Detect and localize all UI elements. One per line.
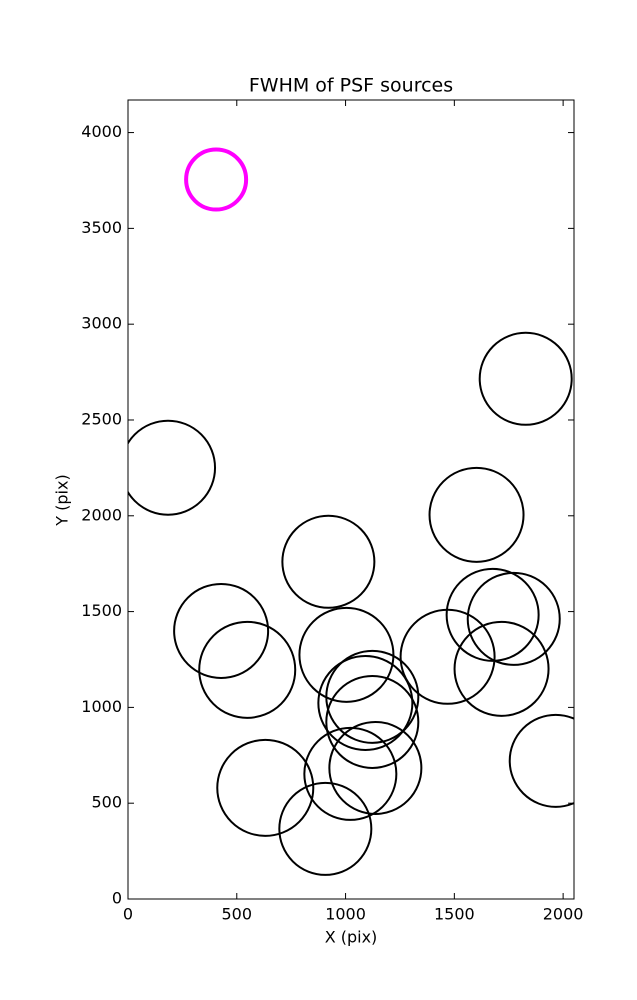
y-tick-label: 1500 [81,601,122,620]
source-circle [325,674,420,769]
axes-frame [127,99,575,900]
y-tick-label: 2500 [81,409,122,428]
y-tick-label: 1000 [81,697,122,716]
source-circle [317,654,414,751]
source-circle [298,606,395,703]
source-circle [281,514,376,609]
source-circle [328,720,423,815]
source-circle [508,713,574,808]
source-circle [278,781,373,876]
y-tick-label: 4000 [81,122,122,141]
y-tick-label: 3000 [81,314,122,333]
y-tick-label: 3500 [81,218,122,237]
x-tick-label: 1000 [325,905,366,924]
source-circle [128,419,217,516]
y-axis-label: Y (pix) [53,474,72,526]
y-tick-label: 2000 [81,505,122,524]
x-tick-label: 1500 [434,905,475,924]
source-circle [428,466,525,563]
y-tick-label: 500 [91,793,122,812]
source-circle [173,582,270,679]
source-circle [184,147,249,212]
source-circle [198,620,297,719]
source-circle [216,738,315,837]
source-circle [478,331,573,426]
y-tick-label: 0 [112,889,122,908]
x-tick-label: 500 [222,905,253,924]
source-circle [303,726,398,821]
source-circle [466,571,561,666]
source-circle [325,649,420,744]
plot-area [128,147,574,876]
x-axis-label: X (pix) [325,928,378,947]
x-tick-label: 2000 [543,905,584,924]
source-circle [453,620,550,717]
x-tick-label: 0 [123,905,133,924]
chart-title: FWHM of PSF sources [249,75,453,97]
